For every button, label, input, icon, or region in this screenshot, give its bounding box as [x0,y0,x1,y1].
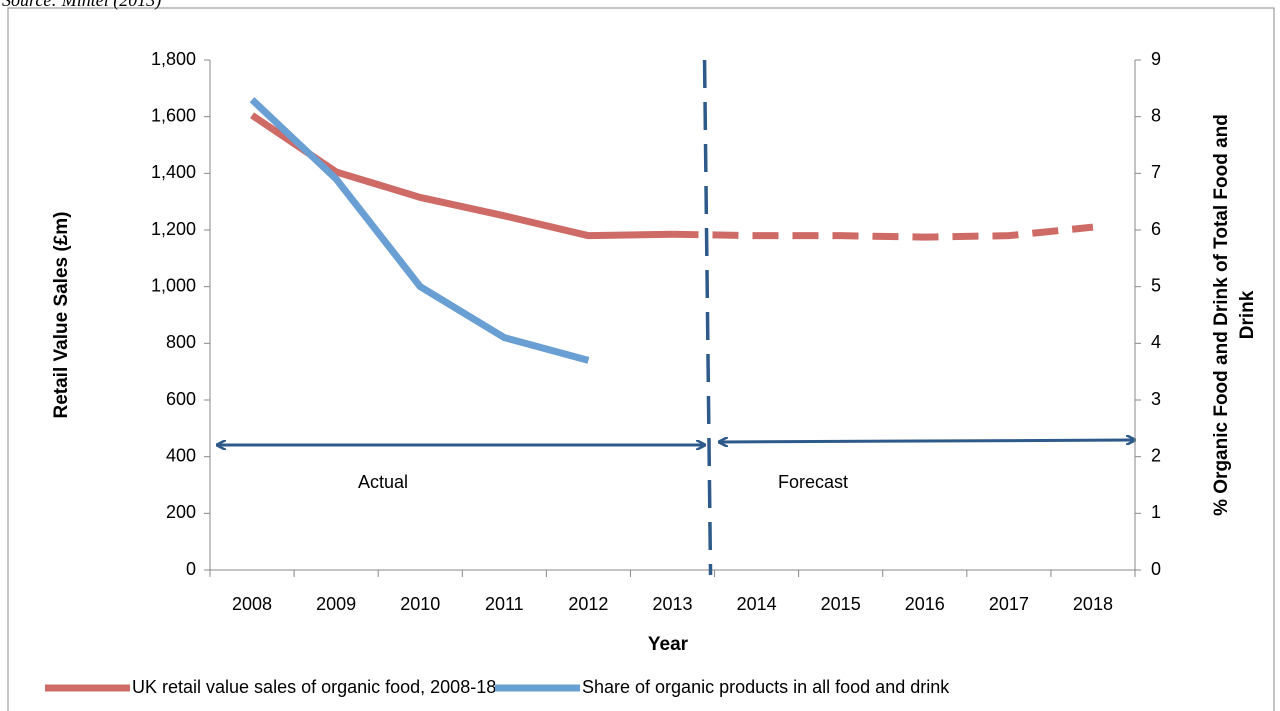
y2-tick-label: 2 [1151,445,1161,465]
legend-label: UK retail value sales of organic food, 2… [132,677,496,697]
x-tick-label: 2018 [1073,594,1113,614]
y2-tick-label: 8 [1151,105,1161,125]
x-tick-label: 2017 [989,594,1029,614]
series-line-forecast [672,223,1094,241]
y-tick-label: 0 [186,559,196,579]
y-tick-label: 600 [166,389,196,409]
source-note: Source: Mintel (2013) [2,0,161,11]
y2-tick-label: 4 [1151,332,1161,352]
y-tick-label: 1,000 [151,275,196,295]
y2-tick-label: 3 [1151,389,1161,409]
x-axis-label: Year [648,634,689,655]
y-axis-label: Retail Value Sales (£m) [51,212,72,419]
x-tick-label: 2014 [737,594,777,614]
y2-tick-label: 7 [1151,162,1161,182]
x-tick-label: 2011 [485,594,524,614]
x-tick-label: 2012 [568,594,608,614]
series-line [250,112,673,240]
y2-tick-label: 5 [1151,275,1161,295]
y2-tick-label: 6 [1151,219,1161,239]
y2-axis-label: Drink [1237,290,1258,339]
y-tick-label: 1,400 [151,162,196,182]
legend-label: Share of organic products in all food an… [582,677,950,697]
x-tick-label: 2016 [905,594,945,614]
chart-frame [7,7,1275,711]
y2-tick-label: 0 [1151,559,1161,579]
y-tick-label: 800 [166,332,196,352]
annotation: Forecast [778,472,848,492]
y2-tick-label: 1 [1151,502,1161,522]
series-line [249,97,590,364]
annotation: Actual [358,472,408,492]
y-tick-label: 1,200 [151,219,196,239]
forecast-divider [702,59,713,576]
y-tick-label: 1,800 [151,49,196,69]
x-tick-label: 2009 [316,594,356,614]
x-tick-label: 2008 [232,594,272,614]
x-tick-label: 2013 [652,594,692,614]
y2-tick-label: 9 [1151,49,1161,69]
y-tick-label: 200 [166,502,196,522]
y-tick-label: 1,600 [151,105,196,125]
y2-axis-label: % Organic Food and Drink of Total Food a… [1211,114,1232,516]
x-tick-label: 2015 [821,594,861,614]
x-tick-label: 2010 [400,594,440,614]
forecast-arrow [720,440,1134,442]
y-tick-label: 400 [166,445,196,465]
